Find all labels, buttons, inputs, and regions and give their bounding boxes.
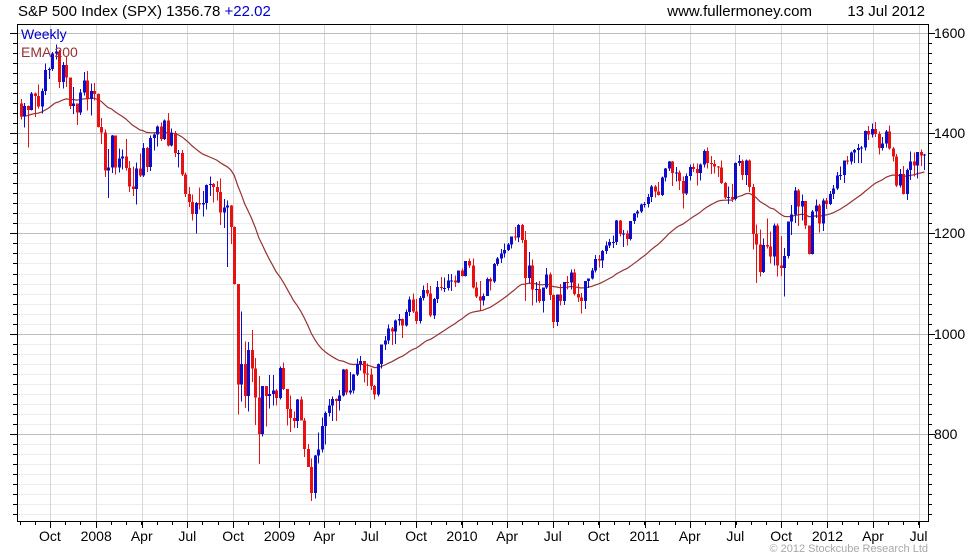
y-axis-label: 1200 (934, 225, 966, 242)
x-axis-label: Jul (360, 528, 379, 544)
x-axis-label: 2012 (811, 528, 844, 544)
copyright-notice: © 2012 Stockcube Research Ltd (769, 543, 928, 555)
x-axis-label: 2008 (80, 528, 112, 544)
x-axis-label: 2010 (446, 528, 478, 544)
x-axis-label: 2009 (263, 528, 296, 544)
x-axis-label: Oct (770, 528, 793, 544)
chart-title: S&P 500 Index (SPX) 1356.78 +22.02 (18, 3, 271, 20)
x-axis-label: Apr (496, 528, 519, 544)
date-label: 13 Jul 2012 (847, 3, 925, 20)
legend-timeframe: Weekly (21, 26, 67, 42)
x-axis-label: Oct (405, 528, 427, 544)
y-axis-label: 1000 (934, 325, 966, 342)
legend-ema-200: EMA 200 (21, 44, 78, 60)
x-axis-label: Jul (726, 528, 745, 544)
y-axis-label: 1400 (934, 124, 966, 141)
x-axis-label: Oct (587, 528, 610, 544)
x-axis-label: Apr (130, 528, 153, 544)
x-axis-label: 2011 (629, 528, 660, 544)
x-axis-label: Apr (862, 528, 884, 544)
x-axis-label: Oct (222, 528, 245, 544)
site-link[interactable]: www.fullermoney.com (667, 3, 812, 20)
y-axis-label: 1600 (934, 24, 966, 41)
x-axis-label: Jul (909, 528, 928, 544)
x-axis-label: Jul (178, 528, 197, 544)
price-change: +22.02 (224, 3, 271, 20)
x-axis-label: Jul (543, 528, 562, 544)
x-axis-label: Apr (313, 528, 336, 544)
y-axis-label: 800 (934, 426, 958, 443)
x-axis-label: Apr (678, 528, 701, 544)
x-axis-label: Oct (39, 528, 61, 544)
instrument-price-label: S&P 500 Index (SPX) 1356.78 (18, 3, 221, 20)
